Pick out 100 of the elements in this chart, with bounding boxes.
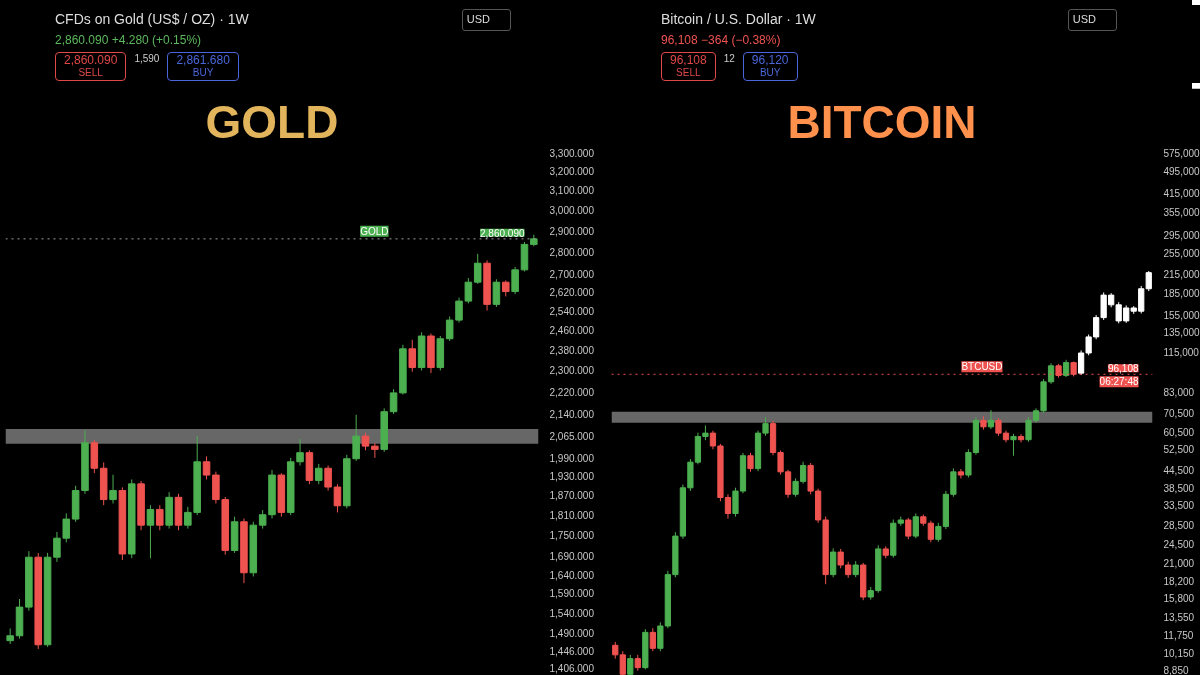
candlestick	[258, 509, 267, 530]
y-tick-label: 44,500	[1163, 464, 1195, 476]
candlestick	[314, 463, 323, 485]
y-tick-label: 2,065.000	[549, 430, 595, 442]
text: USD	[1067, 9, 1117, 31]
candlestick	[389, 388, 398, 415]
y-tick-label: 185,000	[1163, 288, 1200, 300]
candlestick	[927, 520, 934, 543]
y-tick-label: 52,500	[1163, 444, 1195, 456]
y-tick-label: 10,150	[1163, 648, 1195, 659]
y-tick-label: 3,100.000	[549, 185, 595, 197]
y-tick-label: 1,990.000	[549, 452, 595, 464]
text: USD	[461, 9, 511, 31]
candlestick	[296, 438, 304, 466]
chart-title: BITCOIN	[787, 95, 977, 148]
y-tick-label: 255,000	[1163, 248, 1200, 260]
y-tick-label: 60,500	[1163, 426, 1195, 438]
y-tick-label: 3,300.000	[549, 147, 595, 159]
y-tick-label: 295,000	[1163, 230, 1200, 242]
text: 12	[723, 53, 735, 65]
ref-line-label: GOLD	[360, 225, 389, 237]
y-tick-label: 155,000	[1163, 310, 1200, 322]
y-tick-label: 1,690.000	[549, 551, 595, 563]
candlestick	[987, 409, 995, 430]
candlestick	[1010, 433, 1017, 457]
text: 2,860.090 +4.280 (+0.15%)	[54, 32, 203, 49]
y-tick-label: 1,870.000	[549, 490, 595, 502]
candlestick	[352, 414, 360, 462]
candlestick	[408, 339, 417, 373]
y-tick-label: 1,640.000	[549, 569, 595, 581]
y-tick-label: 21,000	[1163, 557, 1195, 569]
y-tick-label: 215,000	[1163, 269, 1200, 281]
candlestick	[905, 517, 912, 540]
candlestick	[464, 277, 473, 304]
candlestick	[1047, 362, 1055, 385]
y-tick-label: 415,000	[1163, 187, 1200, 199]
candlestick	[912, 512, 919, 539]
y-tick-label: 1,810.000	[549, 510, 595, 522]
y-tick-label: 1,930.000	[549, 471, 595, 483]
y-tick-label: 28,500	[1163, 520, 1195, 531]
y-tick-label: 2,900.000	[549, 225, 595, 237]
y-tick-label: 1,590.000	[549, 588, 595, 600]
text: CFDs on Gold (US$ / OZ) · 1W	[55, 11, 249, 27]
y-tick-label: 1,490.000	[549, 627, 595, 639]
y-tick-label: 2,540.000	[549, 305, 595, 317]
y-tick-label: 2,140.000	[549, 408, 595, 420]
y-tick-label: 33,500	[1163, 499, 1195, 511]
text: SELL	[676, 67, 701, 79]
candlestick	[371, 442, 379, 459]
y-tick-label: 575,000	[1163, 147, 1200, 159]
text: 1,590	[134, 53, 160, 65]
y-tick-label: 115,000	[1163, 347, 1200, 359]
y-tick-label: 2,300.000	[549, 365, 595, 377]
text: 96,108 −364 (−0.38%)	[660, 32, 782, 49]
y-tick-label: 135,000	[1163, 327, 1200, 339]
candlestick	[156, 504, 164, 531]
y-tick-label: 15,800	[1163, 593, 1195, 605]
y-tick-label: 8,850	[1163, 664, 1189, 675]
y-tick-label: 18,200	[1163, 575, 1195, 587]
candlestick	[511, 266, 519, 295]
y-tick-label: 3,000.000	[549, 205, 595, 217]
candlestick	[324, 464, 332, 492]
y-tick-label: 1,446.000	[549, 645, 595, 657]
candlestick	[747, 452, 754, 473]
candlestick	[62, 512, 71, 543]
text: BUY	[192, 67, 214, 79]
candlestick	[146, 504, 155, 559]
y-tick-label: 70,500	[1163, 407, 1195, 419]
y-tick-label: 11,750	[1163, 629, 1194, 641]
y-tick-label: 24,500	[1163, 538, 1195, 550]
ref-line-label: BTCUSD	[961, 361, 1003, 373]
y-tick-label: 2,380.000	[549, 344, 595, 356]
annotation: 06:27:48	[1099, 376, 1139, 388]
y-tick-label: 3,200.000	[549, 166, 595, 178]
candlestick	[333, 483, 342, 513]
y-tick-label: 2,700.000	[549, 268, 595, 280]
chart-title: GOLD	[205, 95, 339, 148]
candlestick	[830, 547, 837, 578]
y-tick-label: 1,406.000	[549, 662, 595, 674]
candlestick	[109, 474, 117, 505]
y-tick-label: 13,550	[1163, 612, 1195, 624]
text: Bitcoin / U.S. Dollar · 1W	[661, 11, 816, 27]
text: BUY	[759, 67, 781, 79]
y-tick-label: 1,750.000	[549, 530, 595, 542]
y-tick-label: 83,000	[1163, 387, 1195, 399]
candlestick	[492, 278, 501, 308]
y-tick-label: 495,000	[1163, 166, 1200, 178]
candlestick	[473, 253, 482, 285]
annotation: 2,860.090	[480, 227, 525, 239]
y-tick-label: 2,800.000	[549, 246, 595, 258]
y-tick-label: 2,220.000	[549, 386, 595, 398]
candlestick	[1017, 433, 1025, 443]
y-tick-label: 355,000	[1163, 207, 1200, 219]
y-tick-label: 1,540.000	[549, 607, 595, 619]
candlestick	[649, 627, 656, 652]
y-tick-label: 38,500	[1163, 482, 1195, 494]
y-tick-label: 2,460.000	[549, 324, 595, 336]
text: SELL	[78, 67, 103, 79]
annotation: 96,108	[1107, 363, 1139, 375]
y-tick-label: 2,620.000	[549, 286, 595, 298]
